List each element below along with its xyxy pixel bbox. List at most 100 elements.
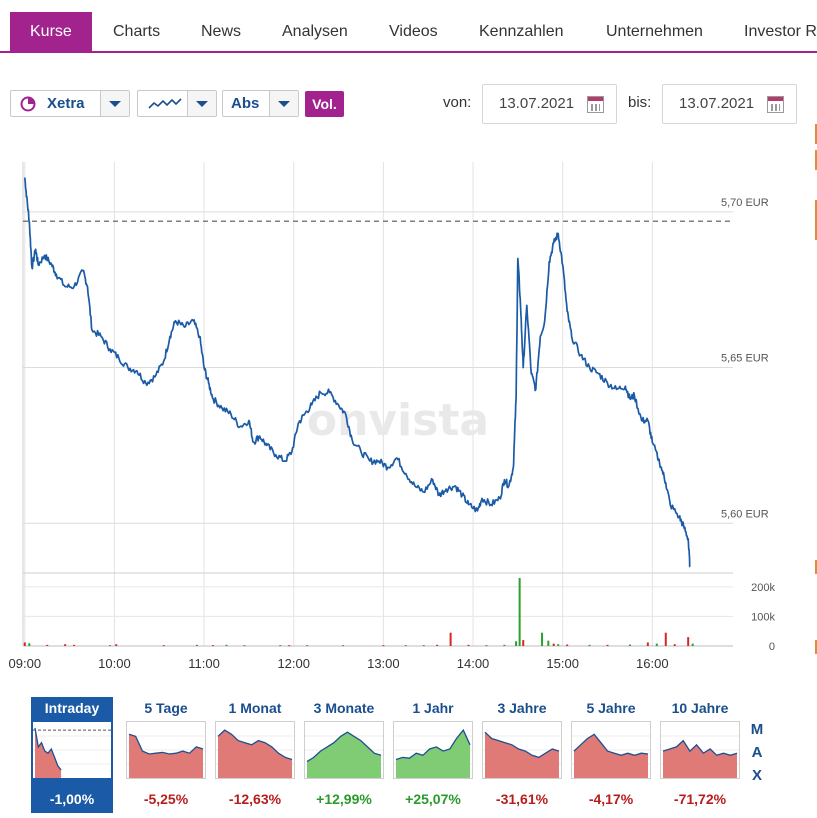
period-label: 1 Jahr — [412, 700, 454, 716]
side-panel-edge — [815, 640, 817, 654]
volume-bar — [449, 632, 452, 646]
period-1-monat[interactable]: 1 Monat -12,63% — [214, 697, 296, 813]
time-tick-label: 14:00 — [457, 656, 490, 671]
volume-bar — [552, 643, 555, 646]
time-tick-label: 10:00 — [98, 656, 131, 671]
tab-investor-relations[interactable]: Investor R — [744, 23, 817, 40]
tab-news[interactable]: News — [201, 23, 242, 40]
volume-axis: 200k 100k 0 — [751, 582, 775, 653]
period-sparkline — [660, 721, 740, 779]
volume-bar — [518, 577, 521, 646]
period-label: 3 Monate — [313, 700, 375, 716]
sparkline-area — [574, 734, 648, 778]
tab-videos[interactable]: Videos — [389, 23, 438, 40]
sparkline-line — [306, 731, 382, 763]
price-tick-label: 5,70 EUR — [721, 197, 769, 209]
volume-bar — [687, 637, 690, 646]
period-sparkline — [482, 721, 562, 779]
tab-bar: Kurse Charts News Analysen Videos Kennza… — [0, 0, 817, 53]
price-chart[interactable]: onvista 5,70 EUR 5,65 EUR 5,60 EUR 200k 100… — [0, 150, 790, 680]
period-label: 1 Monat — [228, 700, 282, 716]
tab-analysen[interactable]: Analysen — [282, 23, 348, 40]
period-5-jahre[interactable]: 5 Jahre -4,17% — [570, 697, 652, 813]
sparkline-svg — [661, 735, 739, 778]
chart-grid — [22, 162, 733, 647]
period-3-jahre[interactable]: 3 Jahre -31,61% — [481, 697, 563, 813]
tab-kennzahlen[interactable]: Kennzahlen — [479, 23, 564, 40]
period-change: -5,25% — [143, 791, 189, 807]
volume-bar — [162, 645, 165, 647]
volume-bar — [673, 644, 676, 646]
sparkline-line — [573, 733, 649, 756]
sparkline-svg — [305, 731, 383, 778]
period-sparkline — [32, 721, 112, 779]
volume-bar — [557, 644, 560, 646]
volume-bar — [655, 643, 658, 646]
period-change: -71,72% — [673, 791, 727, 807]
calendar-icon[interactable] — [767, 96, 784, 113]
tab-kurse[interactable]: Kurse — [10, 12, 92, 51]
period-3-monate[interactable]: 3 Monate +12,99% — [303, 697, 385, 813]
volume-bar — [23, 642, 26, 646]
period-change: -12,63% — [228, 791, 282, 807]
to-date-value: 13.07.2021 — [679, 95, 755, 112]
side-panel-edge — [815, 124, 817, 144]
volume-bar — [115, 644, 118, 646]
volume-bar — [522, 640, 525, 646]
volume-bars — [23, 577, 694, 647]
volume-bar — [108, 645, 111, 647]
volume-bar — [606, 644, 609, 646]
time-tick-label: 09:00 — [9, 656, 42, 671]
volume-toggle-button[interactable]: Vol. — [305, 91, 344, 117]
period-sparkline — [571, 721, 651, 779]
volume-bar — [547, 640, 550, 646]
time-tick-label: 11:00 — [188, 656, 220, 671]
from-date-input[interactable]: 13.07.2021 — [482, 84, 617, 124]
price-line — [23, 177, 691, 568]
sparkline-area — [35, 728, 62, 778]
period-sparkline — [126, 721, 206, 779]
chart-type-select[interactable] — [137, 90, 217, 117]
price-axis: 5,70 EUR 5,65 EUR 5,60 EUR — [721, 197, 769, 520]
volume-bar — [28, 643, 31, 646]
calendar-icon[interactable] — [587, 96, 604, 113]
tab-charts[interactable]: Charts — [113, 23, 161, 40]
scale-select[interactable]: Abs — [222, 90, 299, 117]
period-change: +12,99% — [316, 791, 372, 807]
chevron-down-icon[interactable] — [269, 91, 298, 116]
time-tick-label: 12:00 — [277, 656, 310, 671]
volume-bar — [664, 632, 667, 646]
to-date-input[interactable]: 13.07.2021 — [662, 84, 797, 124]
volume-bar — [73, 644, 76, 646]
volume-bar — [342, 645, 345, 647]
period-change: +25,07% — [405, 791, 461, 807]
sparkline-line — [128, 733, 204, 755]
period-5-tage[interactable]: 5 Tage -5,25% — [125, 697, 207, 813]
volume-bar — [382, 645, 385, 647]
period-10-jahre[interactable]: 10 Jahre -71,72% — [659, 697, 741, 813]
sparkline-line — [395, 728, 471, 761]
tab-unternehmen[interactable]: Unternehmen — [606, 23, 703, 40]
chevron-down-icon[interactable] — [100, 91, 129, 116]
onvista-watermark: onvista — [307, 395, 489, 446]
from-date-value: 13.07.2021 — [499, 95, 575, 112]
volume-tick-label: 0 — [769, 641, 775, 653]
sparkline-svg — [572, 733, 650, 778]
volume-tick-label: 200k — [751, 582, 775, 594]
exchange-value: Xetra — [47, 95, 85, 112]
period-1-jahr[interactable]: 1 Jahr +25,07% — [392, 697, 474, 813]
volume-bar — [691, 643, 694, 646]
period-intraday[interactable]: Intraday -1,00% — [31, 697, 113, 813]
period-label: 5 Tage — [144, 700, 188, 716]
chevron-down-icon[interactable] — [187, 91, 216, 116]
period-label: 10 Jahre — [671, 700, 729, 716]
sparkline-svg — [483, 731, 561, 778]
period-max-button[interactable]: M A X — [750, 721, 764, 784]
sparkline-svg — [127, 733, 205, 778]
period-change: -4,17% — [588, 791, 634, 807]
volume-bar — [515, 641, 518, 646]
volume-bar — [243, 645, 246, 647]
volume-tick-label: 100k — [751, 611, 775, 623]
exchange-select[interactable]: Xetra — [10, 90, 130, 117]
volume-bar — [422, 645, 425, 647]
